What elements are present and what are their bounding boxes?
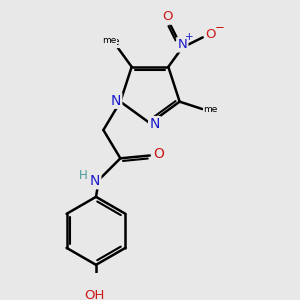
Text: me: me bbox=[103, 37, 120, 47]
Text: me: me bbox=[106, 38, 118, 47]
Text: O: O bbox=[154, 147, 164, 161]
Text: me: me bbox=[203, 104, 218, 113]
Text: −: − bbox=[215, 21, 225, 34]
Text: O: O bbox=[162, 11, 172, 23]
Text: N: N bbox=[90, 174, 100, 188]
Text: N: N bbox=[111, 94, 121, 107]
Text: N: N bbox=[177, 38, 187, 51]
Text: OH: OH bbox=[85, 289, 105, 300]
Text: me: me bbox=[102, 36, 117, 45]
Text: +: + bbox=[185, 32, 194, 42]
Text: N: N bbox=[149, 117, 160, 131]
Text: O: O bbox=[206, 28, 216, 41]
Text: H: H bbox=[79, 169, 87, 182]
